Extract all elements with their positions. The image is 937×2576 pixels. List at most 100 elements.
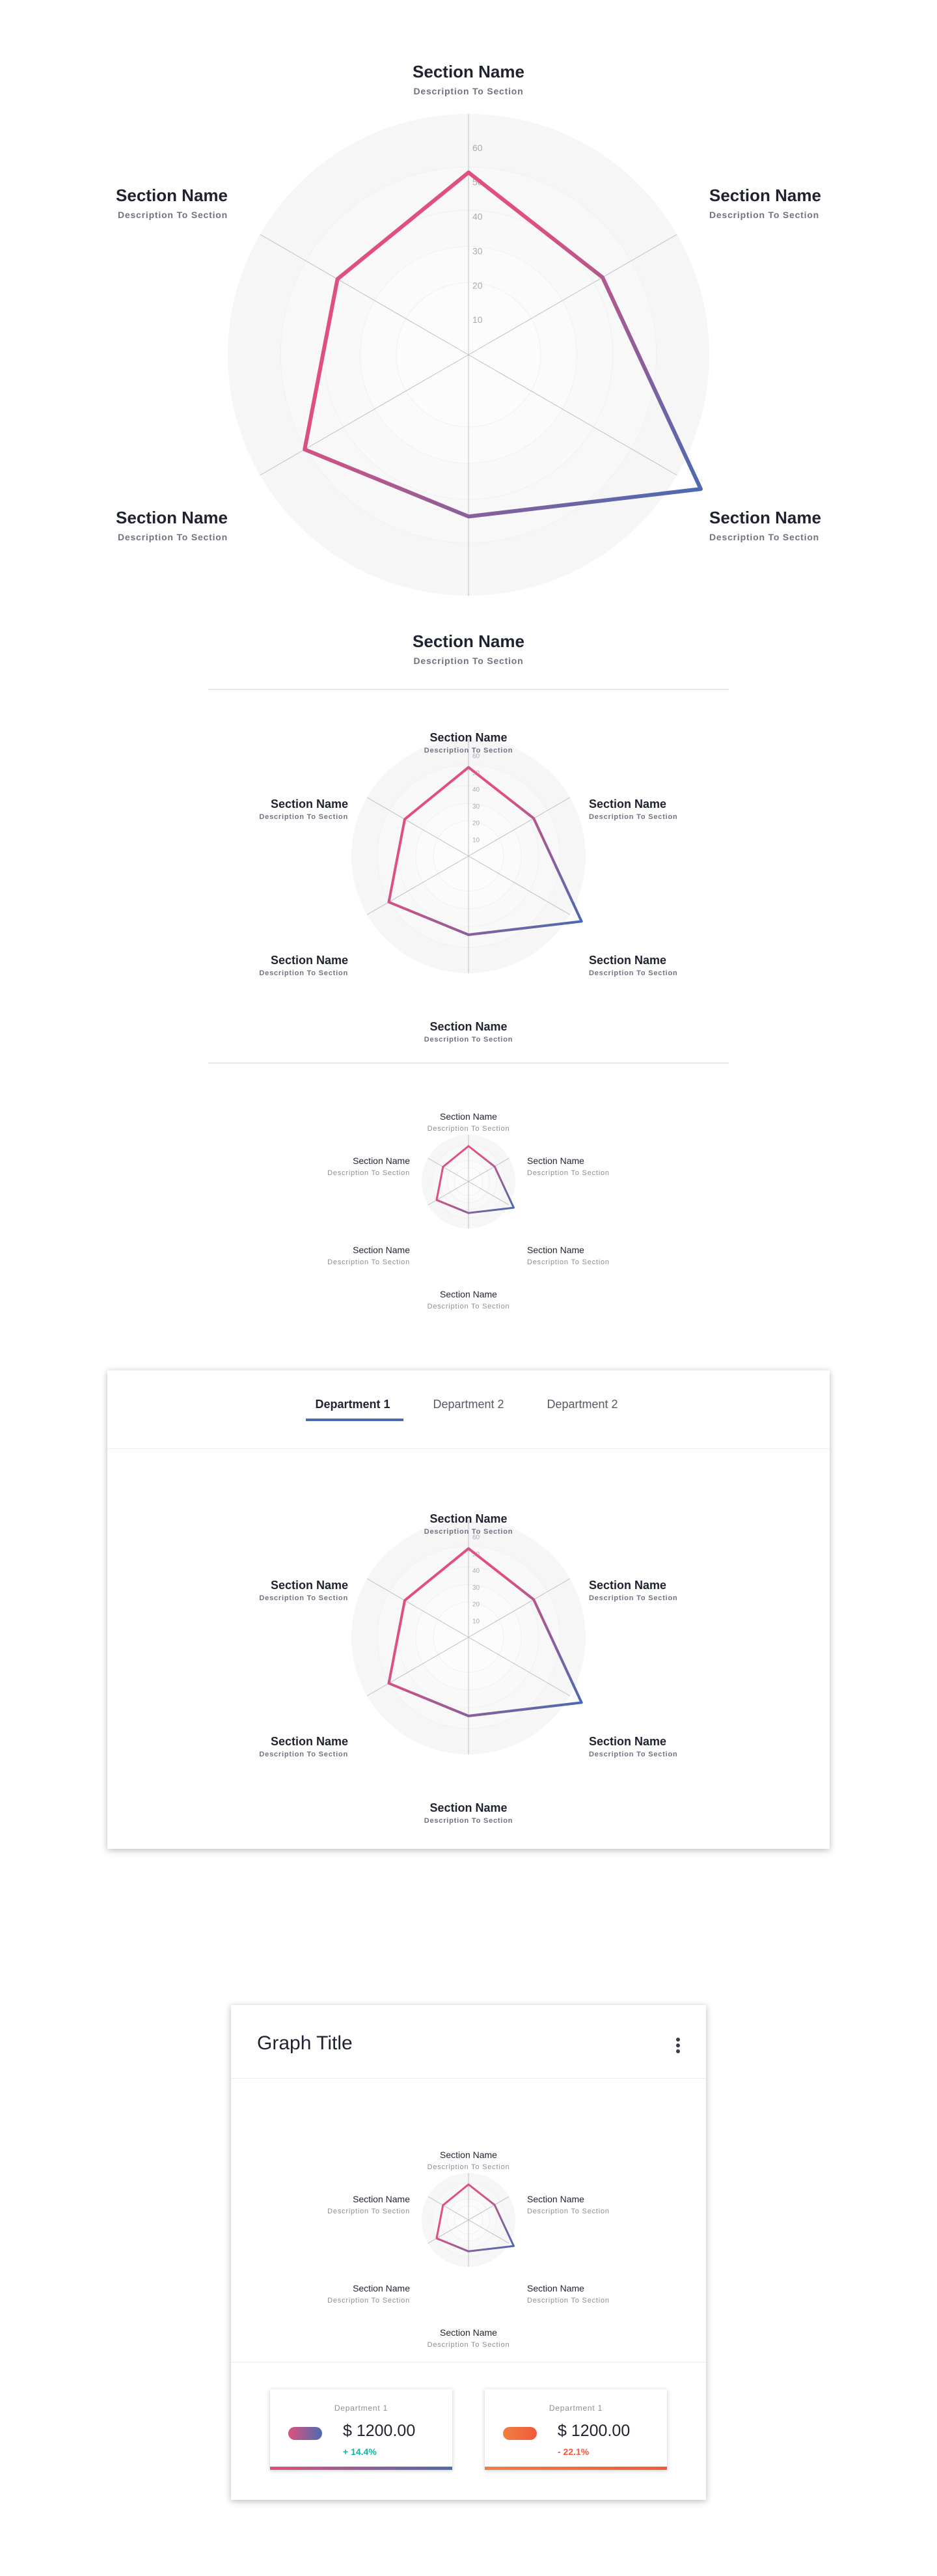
radar-axis-spoke [468, 234, 677, 355]
axis-section-name: Section Name [413, 631, 524, 651]
radar-axis-label: Section Name Description To Section [424, 731, 513, 755]
radar-axis-label: Section Name Description To Section [709, 508, 821, 542]
axis-section-description: Description To Section [589, 1594, 678, 1602]
tab-active-underline [306, 1419, 403, 1421]
axis-section-description: Description To Section [424, 1528, 513, 1536]
stat-department-label: Department 1 [549, 2403, 603, 2413]
stat-accent-bar [270, 2467, 452, 2470]
radar-axis-spoke [428, 1157, 469, 1182]
axis-section-description: Description To Section [117, 532, 228, 542]
radar-series-polygon [303, 170, 703, 519]
radar-axis-label: Section Name Description To Section [259, 1735, 348, 1758]
radar-axis-label: Section Name Description To Section [589, 954, 678, 977]
axis-section-description: Description To Section [259, 1751, 348, 1758]
radar-tick-label: 10 [472, 314, 483, 325]
radar-axis-label: Section Name Description To Section [589, 1579, 678, 1602]
radar-axis-label: Section Name Description To Section [527, 2283, 610, 2305]
radar-axis-spoke [468, 1578, 571, 1638]
radar-axis-label: Section Name Description To Section [527, 2194, 610, 2215]
axis-section-name: Section Name [270, 954, 348, 967]
tab-department-2[interactable]: Department 2 [433, 1398, 504, 1411]
radar-tick-label: 30 [472, 1585, 480, 1592]
axis-section-name: Section Name [589, 1579, 667, 1592]
radar-tick-label: 40 [472, 212, 483, 222]
axis-section-name: Section Name [440, 2150, 497, 2160]
radar-tick-label: 20 [472, 1601, 480, 1609]
axis-section-description: Description To Section [259, 813, 348, 821]
radar-tick-label: 40 [472, 786, 480, 794]
radar-tick-label: 40 [472, 1568, 480, 1575]
radar-chart-sm: Section Name Description To Section Sectio… [0, 1068, 937, 1315]
axis-section-description: Description To Section [327, 1258, 410, 1266]
axis-section-description: Description To Section [589, 813, 678, 821]
radar-series-polygon [435, 2183, 515, 2252]
radar-axis-spoke [468, 797, 571, 857]
radar-chart-md: 10 20 30 40 50 60 Section Name Description To … [0, 690, 937, 1061]
radar-axis-label: Section Name Description To Section [527, 1156, 610, 1177]
radar-axis-spoke [468, 855, 571, 915]
axis-section-description: Description To Section [427, 2341, 510, 2349]
axis-section-description: Description To Section [527, 2208, 610, 2215]
axis-section-name: Section Name [353, 1245, 410, 1255]
axis-section-description: Description To Section [424, 1817, 513, 1825]
graph-card: Graph Title Department 1 $ 1200.00 + 14.… [231, 2005, 706, 2500]
graph-header-divider [231, 2078, 706, 2079]
axis-section-description: Description To Section [117, 210, 228, 220]
radar-axis-label: Section Name Description To Section [424, 1020, 513, 1044]
radar-axis-spoke [468, 354, 677, 476]
radar-axis-spoke [468, 2196, 509, 2221]
stat-card-2[interactable]: Department 1 $ 1200.00 - 22.1% [485, 2389, 667, 2470]
axis-section-name: Section Name [429, 1801, 508, 1814]
axis-section-description: Description To Section [709, 532, 820, 542]
tab-department-3[interactable]: Department 2 [547, 1398, 618, 1411]
axis-section-name: Section Name [429, 1020, 508, 1033]
graph-title: Graph Title [257, 2032, 353, 2054]
radar-axis-label: Section Name Description To Section [709, 186, 821, 220]
radar-axis-spoke [366, 1578, 469, 1638]
axis-section-name: Section Name [353, 1156, 410, 1166]
radar-svg-sm [422, 1135, 515, 1228]
radar-axis-label: Section Name Description To Section [327, 1245, 410, 1266]
radar-axis-label: Section Name Description To Section [424, 1512, 513, 1536]
axis-section-name: Section Name [589, 1735, 667, 1748]
radar-axis-spoke [366, 855, 469, 915]
tab-department-1[interactable]: Department 1 [315, 1398, 390, 1411]
axis-section-description: Description To Section [327, 2208, 410, 2215]
radar-axis-spoke [428, 2196, 469, 2221]
axis-section-description: Description To Section [327, 2297, 410, 2305]
tab-bar-divider [107, 1448, 830, 1449]
axis-section-description: Description To Section [413, 656, 524, 666]
axis-section-name: Section Name [270, 797, 348, 810]
axis-section-name: Section Name [440, 1111, 497, 1122]
radar-axis-spoke [366, 1637, 469, 1697]
axis-section-name: Section Name [709, 186, 821, 205]
radar-chart-xl: 10 20 30 40 50 60 Section Name Description To … [0, 0, 937, 690]
axis-section-name: Section Name [429, 731, 508, 744]
radar-axis-label: Section Name Description To Section [327, 1156, 410, 1177]
stat-card-1[interactable]: Department 1 $ 1200.00 + 14.4% [270, 2389, 452, 2470]
radar-axis-label: Section Name Description To Section [413, 631, 524, 666]
stat-change: + 14.4% [343, 2446, 377, 2457]
axis-section-name: Section Name [527, 1156, 584, 1166]
axis-section-description: Description To Section [427, 2163, 510, 2171]
axis-section-name: Section Name [589, 954, 667, 967]
radar-axis-spoke [428, 1181, 469, 1206]
tabbed-chart-card: Department 1 Department 2 Department 2 1… [107, 1370, 830, 1849]
axis-section-name: Section Name [116, 186, 228, 205]
axis-section-name: Section Name [270, 1579, 348, 1592]
radar-axis-spoke [260, 354, 469, 476]
kebab-menu-icon[interactable] [675, 2036, 681, 2055]
axis-section-description: Description To Section [589, 1751, 678, 1758]
axis-section-name: Section Name [440, 1289, 497, 1299]
axis-section-name: Section Name [589, 797, 667, 810]
radar-axis-spoke [428, 2219, 469, 2244]
axis-section-description: Description To Section [589, 969, 678, 977]
stat-value: $ 1200.00 [343, 2422, 416, 2440]
radar-axis-label: Section Name Description To Section [428, 2150, 510, 2171]
axis-section-description: Description To Section [424, 747, 513, 755]
axis-section-name: Section Name [270, 1735, 348, 1748]
radar-axis-label: Section Name Description To Section [424, 1801, 513, 1825]
axis-section-description: Description To Section [327, 1169, 410, 1177]
